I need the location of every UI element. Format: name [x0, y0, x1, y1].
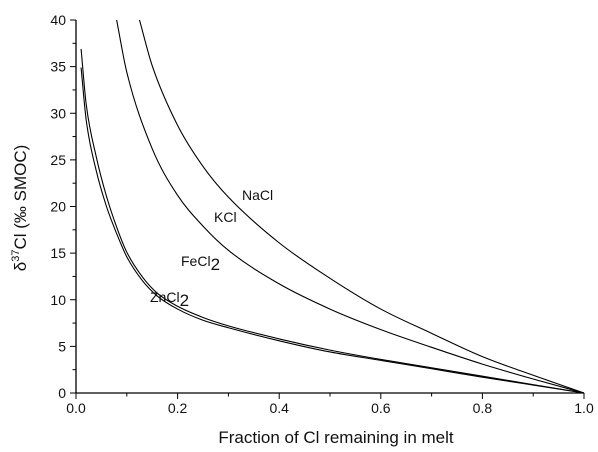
kcl-curve [116, 19, 585, 394]
fecl2-label: FeCl2 [181, 253, 220, 274]
y-tick-label: 40 [50, 12, 66, 28]
fecl2-label-text: FeCl [181, 253, 211, 269]
y-tick-label: 30 [50, 105, 66, 121]
x-tick-label: 0.8 [473, 400, 493, 416]
y-axis-title: δ37Cl (‰ SMOC) [10, 145, 30, 272]
fecl2-curve [80, 48, 585, 394]
kcl-label: KCl [214, 209, 237, 225]
y-tick-label: 25 [50, 152, 66, 168]
zncl2-curve [80, 67, 585, 394]
y-tick-label: 35 [50, 59, 66, 75]
x-tick-label: 0.6 [371, 400, 391, 416]
y-tick-label: 10 [50, 292, 66, 308]
x-tick-label: 0.4 [269, 400, 289, 416]
x-tick-label: 0.0 [66, 400, 86, 416]
x-axis-title: Fraction of Cl remaining in melt [218, 428, 454, 447]
y-axis-title-delta: δ [11, 262, 30, 271]
x-tick-label: 0.2 [168, 400, 188, 416]
y-tick-label: 5 [58, 338, 66, 354]
kcl-label-text: KCl [214, 209, 237, 225]
nacl-label: NaCl [242, 187, 273, 203]
axes: 0.0 0.2 0.4 0.6 0.8 1.0 0 5 10 15 20 25 30 35 40 [50, 12, 594, 416]
curves [80, 19, 585, 394]
x-ticks: 0.0 0.2 0.4 0.6 0.8 1.0 [66, 393, 594, 416]
zncl2-label: ZnCl2 [150, 289, 189, 310]
y-axis-title-main: Cl (‰ SMOC) [11, 145, 30, 250]
y-tick-label: 20 [50, 199, 66, 215]
y-ticks: 0 5 10 15 20 25 30 35 40 [50, 12, 76, 401]
y-tick-label: 15 [50, 245, 66, 261]
nacl-label-text: NaCl [242, 187, 273, 203]
nacl-curve [138, 19, 585, 394]
fecl2-label-subscript: 2 [211, 255, 220, 274]
zncl2-label-subscript: 2 [180, 291, 189, 310]
zncl2-label-text: ZnCl [150, 289, 180, 305]
x-tick-label: 1.0 [574, 400, 594, 416]
y-axis-title-superscript: 37 [10, 250, 22, 262]
y-tick-label: 0 [58, 385, 66, 401]
